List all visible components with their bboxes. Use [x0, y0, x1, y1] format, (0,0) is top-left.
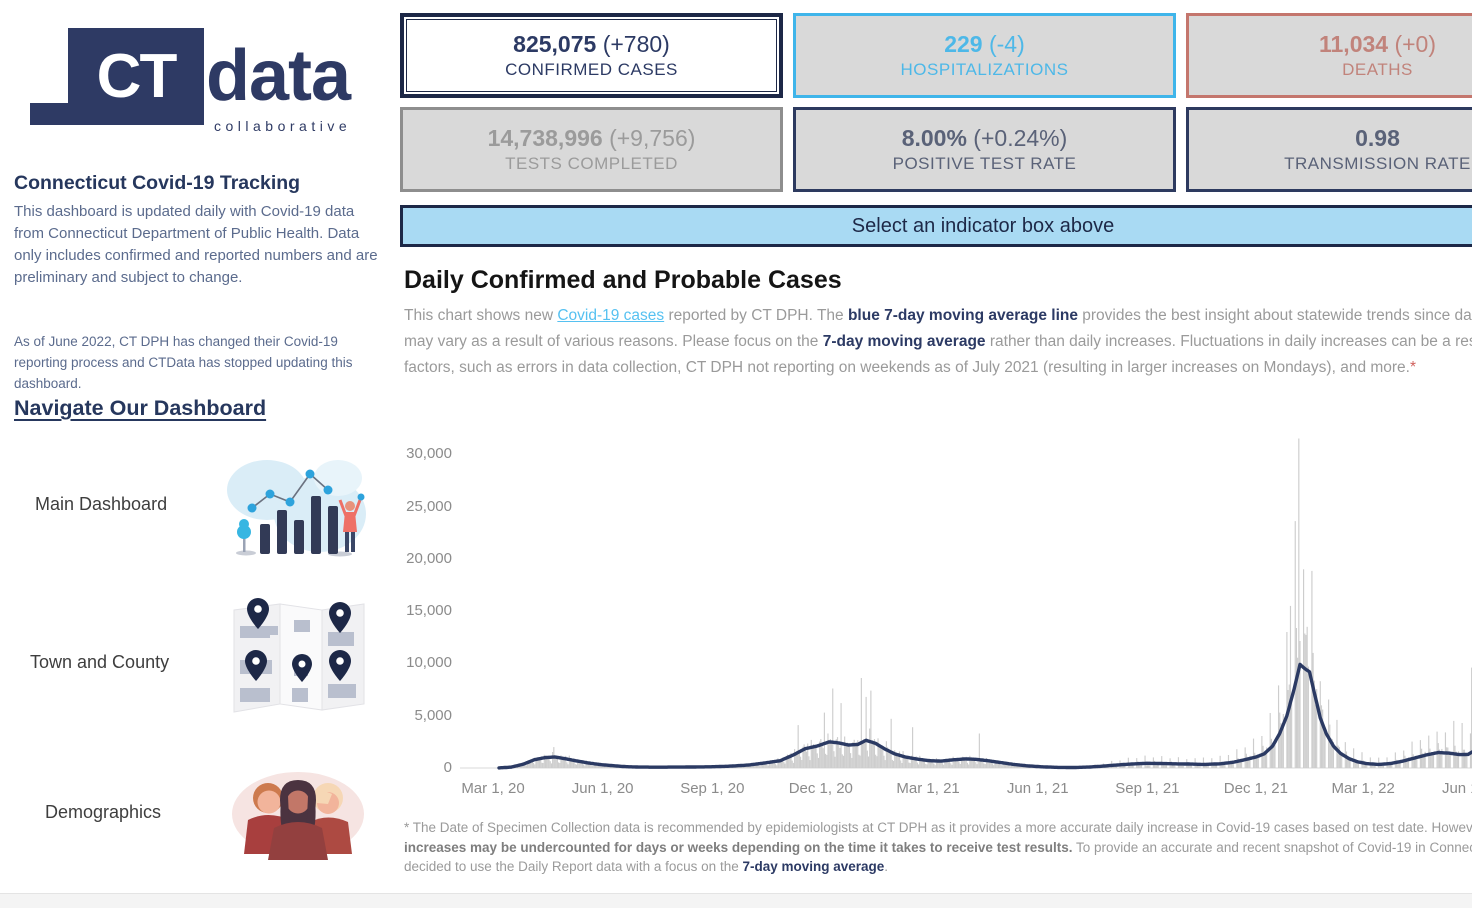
- indicator-value: 0.98: [1355, 125, 1400, 151]
- nav-item-demographics[interactable]: Demographics: [0, 762, 395, 862]
- y-axis-label: 10,000: [406, 654, 452, 672]
- daily-cases-chart[interactable]: [460, 428, 1472, 776]
- x-axis-label: Mar 1, 22: [1331, 780, 1395, 797]
- chart-description: This chart shows new Covid-19 cases repo…: [404, 303, 1472, 381]
- indicator-value: 8.00% (+0.24%): [901, 125, 1068, 151]
- nav-label: Main Dashboard: [35, 494, 168, 514]
- nav-label: Town and County: [30, 652, 170, 672]
- indicator-hospitalizations[interactable]: 229 (-4) HOSPITALIZATIONS: [793, 13, 1176, 98]
- x-axis-label: Sep 1, 20: [680, 780, 745, 797]
- logo-shape: [68, 28, 204, 125]
- covid-19-cases-link[interactable]: Covid-19 cases: [557, 307, 665, 324]
- x-axis-label: Mar 1, 20: [461, 780, 525, 797]
- text-run: provides the best insight about statewid…: [404, 307, 1472, 350]
- x-axis-label: Mar 1, 21: [896, 780, 960, 797]
- text-run: 7-day moving average: [742, 859, 885, 874]
- indicator-confirmed-cases[interactable]: 825,075 (+780) CONFIRMED CASES: [400, 13, 783, 98]
- x-axis-label: Sep 1, 21: [1115, 780, 1180, 797]
- indicator-label: TESTS COMPLETED: [505, 154, 678, 173]
- x-axis-label: Jun 1, 21: [1006, 780, 1069, 797]
- x-axis-label: Dec 1, 20: [788, 780, 853, 797]
- y-axis-label: 0: [443, 759, 452, 776]
- text-run: *: [1410, 359, 1417, 376]
- text-run: To provide an accurate and recent snapsh…: [404, 839, 1472, 875]
- select-indicator-banner: Select an indicator box above: [400, 205, 1472, 247]
- indicator-label: CONFIRMED CASES: [505, 60, 678, 79]
- chart-section-title: Daily Confirmed and Probable Cases: [404, 266, 842, 294]
- chart-footnote: * The Date of Specimen Collection data i…: [404, 818, 1472, 877]
- indicator-deaths[interactable]: 11,034 (+0) DEATHS: [1186, 13, 1472, 98]
- indicator-value: 825,075 (+780): [513, 31, 670, 57]
- indicator-tests-completed[interactable]: 14,738,996 (+9,756) TESTS COMPLETED: [400, 107, 783, 192]
- update-notice: As of June 2022, CT DPH has changed thei…: [14, 334, 353, 391]
- text-run: daily increases may be undercounted for …: [404, 839, 1073, 855]
- y-axis-label: 25,000: [406, 497, 452, 515]
- x-axis-label: Jun 1, 22: [1441, 780, 1472, 797]
- text-run: This chart shows new: [404, 307, 558, 324]
- text-run: reported by CT DPH. The: [664, 307, 848, 324]
- moving-average-line: [497, 662, 1472, 770]
- indicator-positive-test-rate[interactable]: 8.00% (+0.24%) POSITIVE TEST RATE: [793, 107, 1176, 192]
- nav-item-main-dashboard[interactable]: Main Dashboard: [0, 448, 395, 566]
- nav-heading: Navigate Our Dashboard: [14, 396, 267, 420]
- cases-chart-canvas[interactable]: [460, 428, 1472, 776]
- indicator-value: 229 (-4): [944, 31, 1025, 57]
- dashboard-description: This dashboard is updated daily with Cov…: [14, 203, 378, 286]
- indicator-label: HOSPITALIZATIONS: [900, 60, 1069, 79]
- indicator-transmission-rate[interactable]: 0.98 TRANSMISSION RATE: [1186, 107, 1472, 192]
- indicator-value: 14,738,996 (+9,756): [487, 125, 696, 151]
- text-run: rather than daily increases. Fluctuation…: [404, 333, 1472, 376]
- y-axis-label: 5,000: [414, 706, 452, 724]
- ctdata-logo: CT data collaborative: [30, 22, 390, 142]
- logo-ct-text: CT: [96, 42, 178, 111]
- y-axis-label: 15,000: [406, 602, 452, 620]
- indicator-label: DEATHS: [1342, 60, 1413, 79]
- logo-data-text: data: [206, 36, 351, 116]
- logo-shape: [30, 103, 70, 125]
- text-run: blue 7-day moving average line: [847, 307, 1078, 324]
- text-run: .: [884, 859, 889, 874]
- text-run: 7-day moving average: [822, 333, 986, 350]
- x-axis-label: Dec 1, 21: [1223, 780, 1288, 797]
- people-illustration: [232, 772, 364, 860]
- indicator-label: TRANSMISSION RATE: [1284, 154, 1471, 173]
- y-axis-label: 30,000: [406, 445, 452, 463]
- indicator-value: 11,034 (+0): [1318, 31, 1437, 57]
- bar-chart-illustration: [227, 460, 366, 557]
- nav-label: Demographics: [45, 802, 162, 822]
- x-axis-label: Jun 1, 20: [571, 780, 634, 797]
- page-title: Connecticut Covid-19 Tracking: [14, 172, 301, 194]
- indicator-label: POSITIVE TEST RATE: [892, 154, 1077, 173]
- y-axis-label: 20,000: [406, 549, 452, 567]
- tableau-footer-bar: View on Tableau Public: [0, 893, 1472, 908]
- nav-item-town-and-county[interactable]: Town and County: [0, 592, 395, 728]
- logo-collaborative-text: collaborative: [214, 118, 352, 134]
- map-illustration: [233, 598, 365, 713]
- text-run: * The Date of Specimen Collection data i…: [404, 820, 1472, 835]
